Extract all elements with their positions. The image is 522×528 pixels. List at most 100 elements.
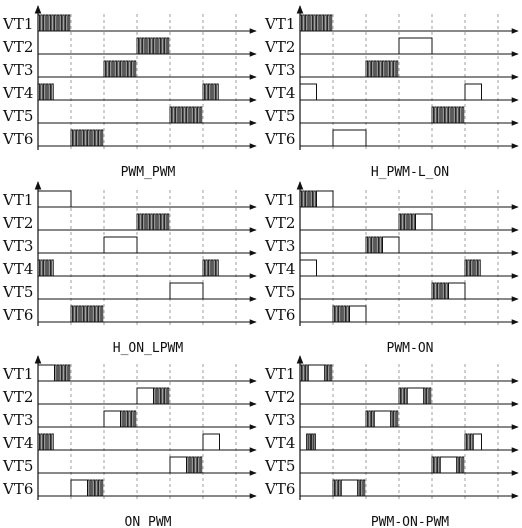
on-pulse <box>103 410 121 428</box>
row-label: VT2 <box>2 214 33 232</box>
pwm-burst <box>202 259 219 276</box>
row-label: VT6 <box>2 130 33 148</box>
pwm-burst <box>357 479 366 496</box>
pwm-burst <box>456 456 465 473</box>
pwm-burst <box>299 190 316 207</box>
row-label: VT5 <box>264 107 295 125</box>
pwm-burst <box>136 37 170 54</box>
on-pulse <box>169 282 204 300</box>
on-pulse <box>439 456 458 474</box>
row-label: VT5 <box>2 107 33 125</box>
pwm-burst <box>202 83 219 100</box>
panel-caption: ON_PWM <box>125 515 172 528</box>
row-label: VT6 <box>264 130 295 148</box>
pwm-burst <box>169 106 203 123</box>
on-pulse <box>299 259 317 277</box>
row-label: VT2 <box>2 388 33 406</box>
on-pulse <box>332 129 367 147</box>
row-label: VT3 <box>264 61 295 79</box>
row-label: VT4 <box>264 434 295 452</box>
pwm-burst <box>390 410 399 427</box>
pwm-burst <box>365 410 374 427</box>
row-label: VT5 <box>264 283 295 301</box>
row-label: VT6 <box>2 306 33 324</box>
waveform-panel: VT1 VT2 VT3 VT4 VT5 VT6 H_ON_LPWM <box>2 181 257 356</box>
pwm-burst <box>431 106 465 123</box>
panel-caption: H_ON_LPWM <box>113 341 184 356</box>
pwm-burst <box>365 236 382 253</box>
on-pulse <box>349 305 367 323</box>
row-label: VT6 <box>264 306 295 324</box>
row-label: VT2 <box>264 214 295 232</box>
row-label: VT5 <box>2 457 33 475</box>
pwm-burst <box>299 14 333 31</box>
row-label: VT5 <box>2 283 33 301</box>
pwm-burst <box>87 479 104 496</box>
pwm-burst <box>120 410 137 427</box>
row-label: VT3 <box>2 61 33 79</box>
pwm-burst <box>464 433 473 450</box>
row-label: VT6 <box>2 480 33 498</box>
on-pulse <box>406 387 425 405</box>
on-pulse <box>136 387 154 405</box>
on-pulse <box>340 479 359 497</box>
on-pulse <box>169 456 187 474</box>
on-pulse <box>382 236 400 254</box>
pwm-burst <box>37 433 54 450</box>
on-pulse <box>464 83 482 101</box>
on-pulse <box>398 37 433 55</box>
pwm-burst <box>299 364 308 381</box>
row-label: VT1 <box>2 191 33 209</box>
pwm-burst <box>186 456 203 473</box>
panel-caption: H_PWM-L_ON <box>371 165 449 180</box>
row-label: VT1 <box>2 365 33 383</box>
on-pulse <box>103 236 138 254</box>
panel-caption: PWM-ON <box>387 341 434 356</box>
row-label: VT1 <box>264 365 295 383</box>
pwm-burst <box>37 259 54 276</box>
on-pulse <box>202 433 220 451</box>
pwm-burst <box>332 479 341 496</box>
pwm-burst <box>103 60 137 77</box>
row-label: VT1 <box>264 15 295 33</box>
pwm-burst <box>398 387 407 404</box>
waveform-panel: VT1 VT2 VT3 VT4 VT5 VT6 PWM-ON <box>264 181 519 356</box>
panel-caption: PWM_PWM <box>121 165 176 180</box>
on-pulse <box>70 479 88 497</box>
pwm-burst <box>70 129 104 146</box>
row-label: VT5 <box>264 457 295 475</box>
row-label: VT3 <box>264 411 295 429</box>
pwm-burst <box>136 213 170 230</box>
waveform-panel: VT1 VT2 VT3 VT4 VT5 VT6 PWM-ON-PWM <box>264 355 519 528</box>
on-pulse <box>448 282 466 300</box>
pwm-burst <box>431 282 448 299</box>
pwm-burst <box>37 83 54 100</box>
pwm-burst <box>423 387 432 404</box>
row-label: VT4 <box>2 84 33 102</box>
panel-caption: PWM-ON-PWM <box>371 515 449 528</box>
on-pulse <box>415 213 433 231</box>
row-label: VT4 <box>2 434 33 452</box>
row-label: VT4 <box>2 260 33 278</box>
on-pulse <box>307 364 326 382</box>
pwm-burst <box>54 364 71 381</box>
row-label: VT2 <box>2 38 33 56</box>
pwm-burst <box>153 387 170 404</box>
pwm-burst <box>464 259 481 276</box>
on-pulse <box>373 410 392 428</box>
on-pulse <box>472 433 482 451</box>
pwm-burst <box>398 213 415 230</box>
row-label: VT6 <box>264 480 295 498</box>
pwm-burst <box>306 433 316 450</box>
row-label: VT4 <box>264 260 295 278</box>
on-pulse <box>316 190 334 208</box>
row-label: VT2 <box>264 38 295 56</box>
pwm-burst <box>324 364 333 381</box>
row-label: VT3 <box>2 237 33 255</box>
pwm-burst <box>332 305 349 322</box>
waveform-panel: VT1 VT2 VT3 VT4 VT5 VT6 ON_PWM <box>2 355 257 528</box>
row-label: VT4 <box>264 84 295 102</box>
on-pulse <box>37 364 55 382</box>
pwm-burst <box>37 14 71 31</box>
